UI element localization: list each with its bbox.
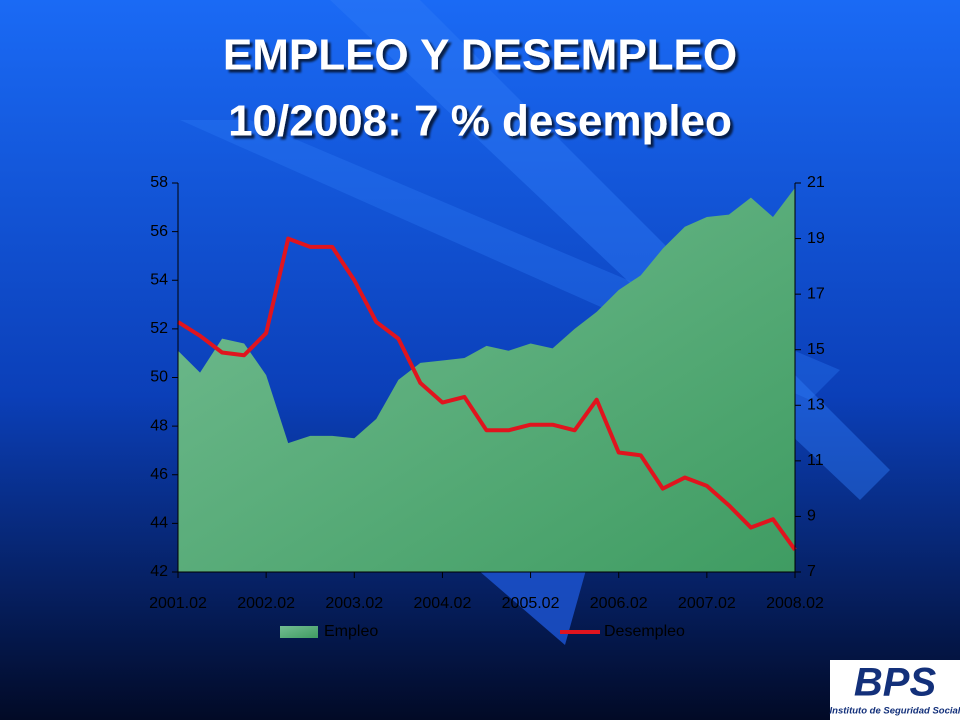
x-tick-label: 2001.02	[149, 595, 207, 612]
y2-tick-label: 7	[807, 563, 816, 580]
x-tick-label: 2003.02	[325, 595, 383, 612]
x-tick-label: 2007.02	[678, 595, 736, 612]
y-tick-label: 42	[150, 563, 168, 580]
logo-box	[830, 660, 960, 720]
y-tick-label: 58	[150, 174, 168, 191]
y2-tick-label: 9	[807, 508, 816, 525]
y-tick-label: 50	[150, 369, 168, 386]
area	[178, 187, 795, 573]
x-tick-label: 2008.02	[766, 595, 824, 612]
y2-tick-label: 15	[807, 341, 825, 358]
legend-label: Empleo	[324, 623, 378, 640]
y-tick-label: 54	[150, 271, 168, 288]
y-tick-label: 46	[150, 466, 168, 483]
x-tick-label: 2006.02	[590, 595, 648, 612]
legend-label: Desempleo	[604, 623, 685, 640]
title: EMPLEO Y DESEMPLEO	[223, 31, 737, 80]
y2-tick-label: 19	[807, 230, 825, 247]
logo-caption: Instituto de Seguridad Social	[830, 706, 960, 717]
subtitle: 10/2008: 7 % desempleo	[228, 97, 732, 146]
y-tick-label: 52	[150, 320, 168, 337]
y-tick-label: 48	[150, 417, 168, 434]
y2-tick-label: 13	[807, 397, 825, 414]
x-tick-label: 2002.02	[237, 595, 295, 612]
y2-tick-label: 11	[807, 452, 824, 469]
y-tick-label: 56	[150, 223, 168, 240]
legend-swatch	[280, 626, 318, 638]
x-tick-label: 2005.02	[502, 595, 560, 612]
y2-tick-label: 17	[807, 285, 825, 302]
x-tick-label: 2004.02	[414, 595, 472, 612]
line	[176, 236, 797, 551]
y-tick-label: 44	[150, 515, 168, 532]
chart: 42 44 46 48 50 52 54 56 58 7 9 11 13 15 17 19 21 2001.02 2…	[149, 174, 825, 640]
y2-tick-label: 21	[807, 174, 825, 191]
logo-text: BPS	[854, 661, 937, 705]
